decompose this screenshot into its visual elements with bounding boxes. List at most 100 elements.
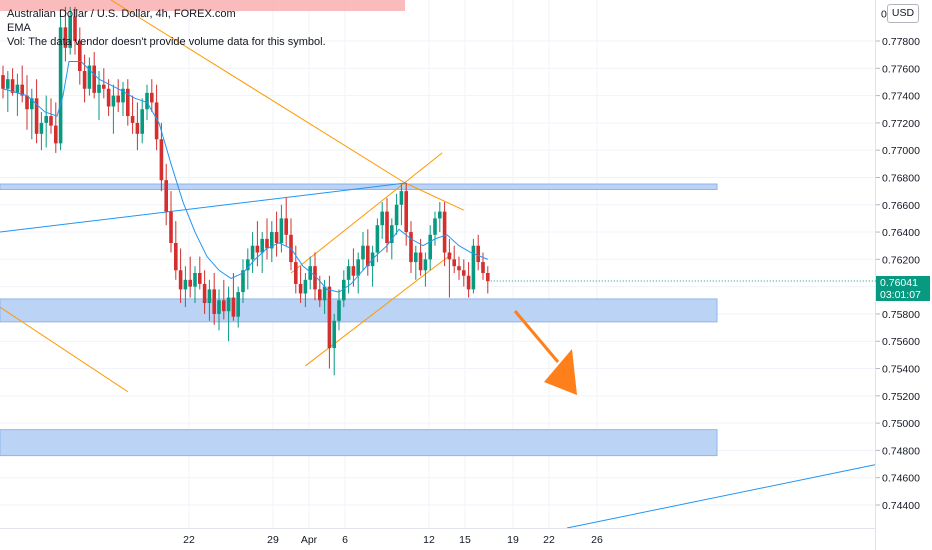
candle <box>73 6 77 55</box>
x-tick-label: 19 <box>507 534 519 546</box>
candle <box>471 238 476 294</box>
candle <box>102 68 106 99</box>
candle <box>289 218 293 271</box>
candle <box>198 256 202 290</box>
y-tick-label: 0.76600 <box>882 200 920 212</box>
candle <box>241 259 245 304</box>
candle <box>174 221 178 280</box>
candle <box>188 256 192 298</box>
y-tick-label: 0.77400 <box>882 91 920 103</box>
candle <box>327 275 332 369</box>
candle <box>150 79 154 112</box>
candle <box>202 270 207 314</box>
candle <box>385 197 389 253</box>
candle <box>226 286 231 342</box>
candle <box>346 259 351 294</box>
candle <box>366 229 370 276</box>
trend-line-6 <box>566 464 876 529</box>
countdown-timer: 03:01:07 <box>880 289 921 301</box>
candle <box>217 289 221 331</box>
trend-line-1 <box>403 181 465 211</box>
candle <box>399 184 404 226</box>
bearish-arrow-icon <box>513 310 577 395</box>
candle <box>44 95 48 148</box>
ema-line <box>2 60 488 293</box>
candle <box>466 262 471 298</box>
chart-legend: Australian Dollar / U.S. Dollar, 4h, FOR… <box>7 7 326 49</box>
candle <box>246 248 250 290</box>
candle <box>250 232 255 273</box>
last-price-badge: 0.76041 03:01:07 <box>876 276 930 301</box>
candle <box>63 6 68 62</box>
volume-note: Vol: The data vendor doesn't provide vol… <box>7 36 326 48</box>
candle <box>452 245 456 273</box>
candle <box>356 252 360 294</box>
zone-1 <box>0 298 718 323</box>
candle <box>294 245 298 294</box>
x-tick-label: 29 <box>267 534 279 546</box>
candle <box>370 245 375 287</box>
candle <box>428 225 432 271</box>
y-tick-label: 0.77000 <box>882 145 920 157</box>
zone-2 <box>0 429 718 457</box>
candle <box>82 54 87 103</box>
candle <box>423 252 428 287</box>
candle <box>351 248 356 287</box>
y-tick-label: 0.77200 <box>882 118 920 130</box>
y-tick-label: 0.74400 <box>882 500 920 512</box>
candle <box>58 16 63 151</box>
candle <box>78 27 82 85</box>
x-tick-label: 26 <box>591 534 603 546</box>
candle <box>442 202 447 267</box>
y-tick-label: 0.76800 <box>882 172 920 184</box>
candle <box>418 238 423 276</box>
trend-line-2 <box>290 152 443 274</box>
y-tick-label: 0.76400 <box>882 227 920 239</box>
candlesticks <box>1 6 490 376</box>
candle <box>337 289 341 331</box>
candle <box>394 193 399 235</box>
candle <box>106 79 111 117</box>
x-tick-label: 15 <box>459 534 471 546</box>
candle <box>298 266 303 304</box>
candle <box>447 238 452 298</box>
y-tick-label: 0.75600 <box>882 336 920 348</box>
candle <box>6 71 10 112</box>
candle <box>486 266 490 294</box>
candle <box>130 95 135 134</box>
candle <box>126 79 130 126</box>
x-tick-label: 22 <box>183 534 195 546</box>
y-tick-label: 0.77800 <box>882 36 920 48</box>
currency-button[interactable]: USD <box>887 4 919 23</box>
trend-line-5 <box>0 182 407 233</box>
y-tick-label: 0.74600 <box>882 473 920 485</box>
y-tick-label: 0.75000 <box>882 418 920 430</box>
ema-indicator-label[interactable]: EMA <box>7 22 31 34</box>
candle <box>284 197 288 246</box>
candle <box>332 313 336 376</box>
candle <box>39 111 44 151</box>
candle <box>207 279 212 321</box>
candle <box>159 122 164 192</box>
candle <box>308 256 312 290</box>
candle <box>20 65 24 103</box>
candle <box>322 279 327 314</box>
candle <box>476 234 480 271</box>
candle <box>255 221 260 267</box>
candle <box>265 218 269 260</box>
y-tick-label: 0.77600 <box>882 63 920 75</box>
candle <box>1 65 5 99</box>
candle <box>462 259 466 287</box>
zone-0 <box>0 183 718 190</box>
candle <box>121 81 125 117</box>
y-tick-label: 0.74800 <box>882 445 920 457</box>
candle <box>54 102 58 153</box>
candle <box>274 211 279 257</box>
price-axis: 0.780.778000.776000.774000.772000.770000… <box>490 9 920 512</box>
candle <box>414 245 418 280</box>
candle <box>34 79 39 144</box>
candle <box>236 286 240 328</box>
trend-line-4 <box>0 306 129 393</box>
y-tick-label: 0.75800 <box>882 309 920 321</box>
